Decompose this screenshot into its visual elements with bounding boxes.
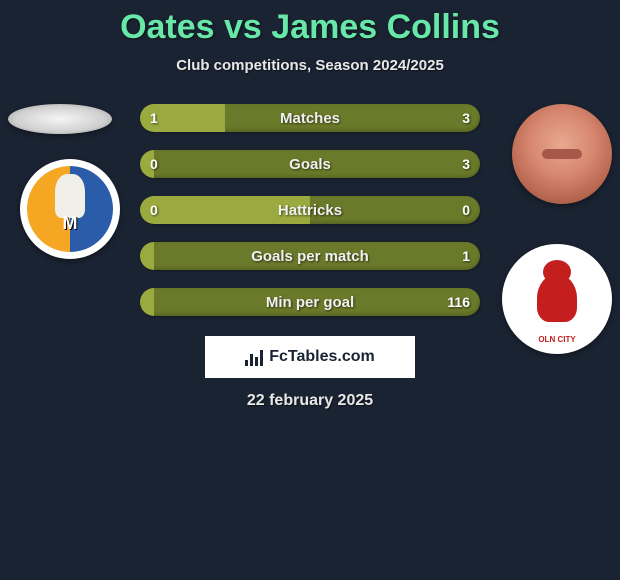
- stat-bar: Goals per match1: [140, 242, 480, 270]
- club-left-badge: M: [20, 159, 120, 259]
- club-right-crest: OLN CITY: [517, 254, 597, 344]
- player-left-avatar: [8, 104, 112, 134]
- stat-label: Matches: [140, 110, 480, 127]
- club-left-letter: M: [63, 213, 78, 234]
- club-left-crest: M: [27, 166, 113, 252]
- player-right-avatar: [512, 104, 612, 204]
- stat-right-value: 116: [447, 294, 470, 310]
- stat-right-value: 1: [462, 248, 470, 264]
- stat-right-value: 0: [462, 202, 470, 218]
- stat-label: Min per goal: [140, 294, 480, 311]
- club-right-badge: OLN CITY: [502, 244, 612, 354]
- stat-label: Goals per match: [140, 248, 480, 265]
- branding-box: FcTables.com: [205, 336, 415, 378]
- stat-label: Hattricks: [140, 202, 480, 219]
- stat-bar: 0Hattricks0: [140, 196, 480, 224]
- page-title: Oates vs James Collins: [0, 0, 620, 47]
- club-right-text: OLN CITY: [517, 335, 597, 344]
- subtitle: Club competitions, Season 2024/2025: [0, 57, 620, 74]
- stat-bar: 1Matches3: [140, 104, 480, 132]
- date-text: 22 february 2025: [10, 392, 610, 410]
- stat-right-value: 3: [462, 110, 470, 126]
- stat-right-value: 3: [462, 156, 470, 172]
- stat-bar: 0Goals3: [140, 150, 480, 178]
- branding-text: FcTables.com: [269, 348, 375, 366]
- stat-bar: Min per goal116: [140, 288, 480, 316]
- stat-bars: 1Matches30Goals30Hattricks0Goals per mat…: [140, 104, 480, 316]
- stat-label: Goals: [140, 156, 480, 173]
- chart-icon: [245, 348, 263, 366]
- comparison-content: M OLN CITY 1Matches30Goals30Hattricks0Go…: [0, 104, 620, 410]
